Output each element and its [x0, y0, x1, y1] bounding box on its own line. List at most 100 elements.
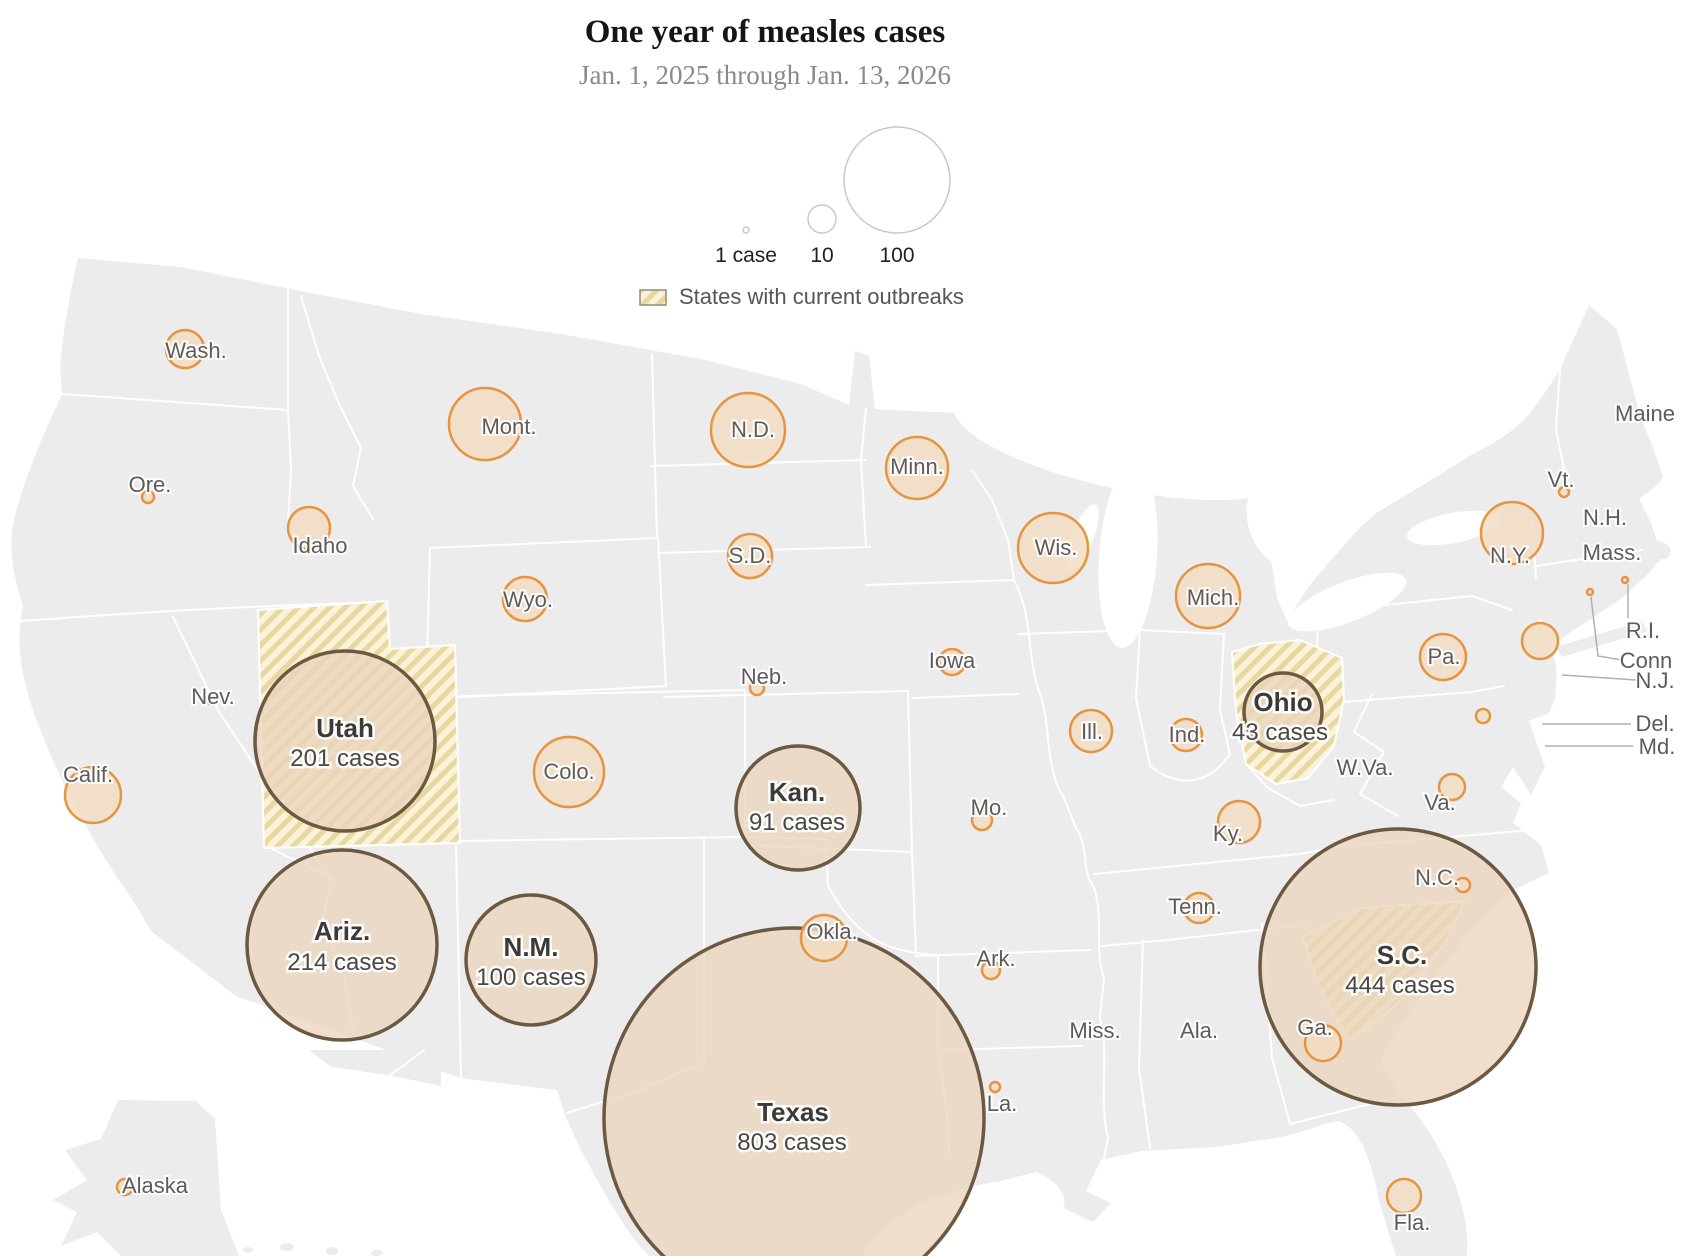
label-ala: Ala.	[1180, 1018, 1218, 1043]
size-legend-label-1: 1 case	[715, 244, 777, 267]
label-nd: N.D.	[731, 417, 775, 442]
label-mo: Mo.	[971, 795, 1008, 820]
lake-ontario	[1406, 510, 1500, 546]
bubble-nev	[204, 694, 216, 706]
bubble-la	[988, 1080, 1002, 1094]
label-vt: Vt.	[1548, 467, 1575, 492]
label-miss: Miss.	[1069, 1018, 1120, 1043]
alaska	[53, 1100, 239, 1256]
label-ohio: Ohio	[1253, 687, 1312, 717]
bubble-nd	[709, 391, 787, 469]
bubble-iowa	[937, 647, 967, 677]
label-mich: Mich.	[1187, 585, 1240, 610]
bubble-wyo	[501, 575, 549, 623]
bubble-texas	[602, 926, 986, 1256]
label-wash: Wash.	[165, 338, 227, 363]
cases-label-nm: 100 cases	[476, 964, 585, 991]
label-wyo: Wyo.	[503, 587, 553, 612]
label-del: Del.	[1635, 711, 1674, 736]
bubble-ark	[980, 959, 1002, 981]
label-nj: N.J.	[1635, 668, 1674, 693]
label-utah: Utah	[316, 713, 374, 743]
size-legend-label-100: 100	[879, 244, 914, 267]
label-kan: Kan.	[769, 777, 825, 807]
label-ga: Ga.	[1297, 1015, 1332, 1040]
long-island	[1556, 621, 1648, 657]
label-md: Md.	[1639, 734, 1676, 759]
bubble-pa	[1418, 632, 1468, 682]
bubble-minn	[884, 435, 950, 501]
bubble-nj	[1520, 621, 1560, 661]
case-bubbles	[63, 328, 1630, 1256]
bubble-conn	[1585, 587, 1595, 597]
label-wis: Wis.	[1035, 535, 1078, 560]
bubble-ariz	[245, 848, 439, 1042]
size-legend-circle-10	[807, 204, 837, 234]
bubble-alaska	[115, 1177, 135, 1197]
cases-label-ariz: 214 cases	[287, 949, 396, 976]
cases-label-utah: 201 cases	[290, 745, 399, 772]
label-minn: Minn.	[890, 454, 944, 479]
lake-michigan	[1098, 464, 1158, 648]
aleutian-island	[371, 1250, 383, 1256]
outbreak-legend: States with current outbreaks	[639, 284, 964, 310]
leader-line-conn	[1590, 596, 1623, 661]
size-legend-label-10: 10	[810, 244, 833, 267]
bubble-ny	[1479, 500, 1545, 566]
label-mont: Mont.	[481, 414, 536, 439]
label-neb: Neb.	[741, 664, 787, 689]
label-ri: R.I.	[1626, 618, 1660, 643]
label-ariz: Ariz.	[314, 916, 370, 946]
header: One year of measles cases Jan. 1, 2025 t…	[465, 14, 1065, 91]
label-texas: Texas	[757, 1097, 829, 1127]
bubble-nc	[1454, 876, 1472, 894]
aleutian-island	[326, 1247, 338, 1255]
label-ill: Ill.	[1081, 719, 1103, 744]
bubble-ri	[1620, 575, 1630, 585]
bubble-ga	[1303, 1023, 1343, 1063]
bubble-ind	[1168, 717, 1204, 753]
label-tenn: Tenn.	[1168, 894, 1222, 919]
bubble-ore	[140, 489, 156, 505]
bubble-colo	[532, 735, 606, 809]
bubble-calif	[63, 765, 123, 825]
label-okla: Okla.	[806, 919, 857, 944]
label-mass: Mass.	[1583, 540, 1642, 565]
state-labels: Wash. Ore. Idaho Mont. N.D. S.D. Minn. Wis. Mich…	[61, 336, 1677, 1237]
bubble-idaho	[286, 505, 332, 551]
aleutian-island	[243, 1247, 253, 1253]
bubble-mich	[1174, 562, 1242, 630]
bubble-md	[1474, 707, 1492, 725]
aleutian-island	[280, 1243, 294, 1251]
label-alaska: Alaska	[122, 1173, 189, 1198]
lake-superior	[953, 381, 1291, 501]
page-subtitle: Jan. 1, 2025 through Jan. 13, 2026	[579, 59, 951, 90]
bubble-utah	[253, 649, 437, 833]
label-fla: Fla.	[1394, 1210, 1431, 1235]
label-iowa: Iowa	[929, 648, 976, 673]
label-idaho: Idaho	[292, 533, 347, 558]
cases-label-kan: 91 cases	[749, 809, 845, 836]
bubble-wis	[1016, 511, 1090, 585]
cases-label-sc: 444 cases	[1345, 972, 1454, 999]
bubble-tenn	[1182, 891, 1216, 925]
label-ark: Ark.	[976, 946, 1015, 971]
bubble-ky	[1216, 799, 1262, 845]
bubble-fla	[1385, 1177, 1423, 1215]
size-legend: 1 case 10 100	[715, 126, 951, 267]
label-ind: Ind.	[1169, 722, 1206, 747]
bubble-ill	[1068, 708, 1114, 754]
leader-line-nj	[1561, 674, 1637, 681]
label-conn: Conn	[1620, 648, 1673, 673]
bubble-vt	[1557, 485, 1571, 499]
size-legend-circle-100	[843, 126, 951, 234]
label-ky: Ky.	[1213, 821, 1243, 846]
bubble-sd	[726, 532, 774, 580]
label-ore: Ore.	[129, 472, 172, 497]
lake-huron	[1246, 458, 1348, 572]
bubble-ohio	[1242, 671, 1324, 753]
label-va: Va.	[1424, 790, 1455, 815]
alaska-panhandle-land	[309, 1050, 441, 1086]
